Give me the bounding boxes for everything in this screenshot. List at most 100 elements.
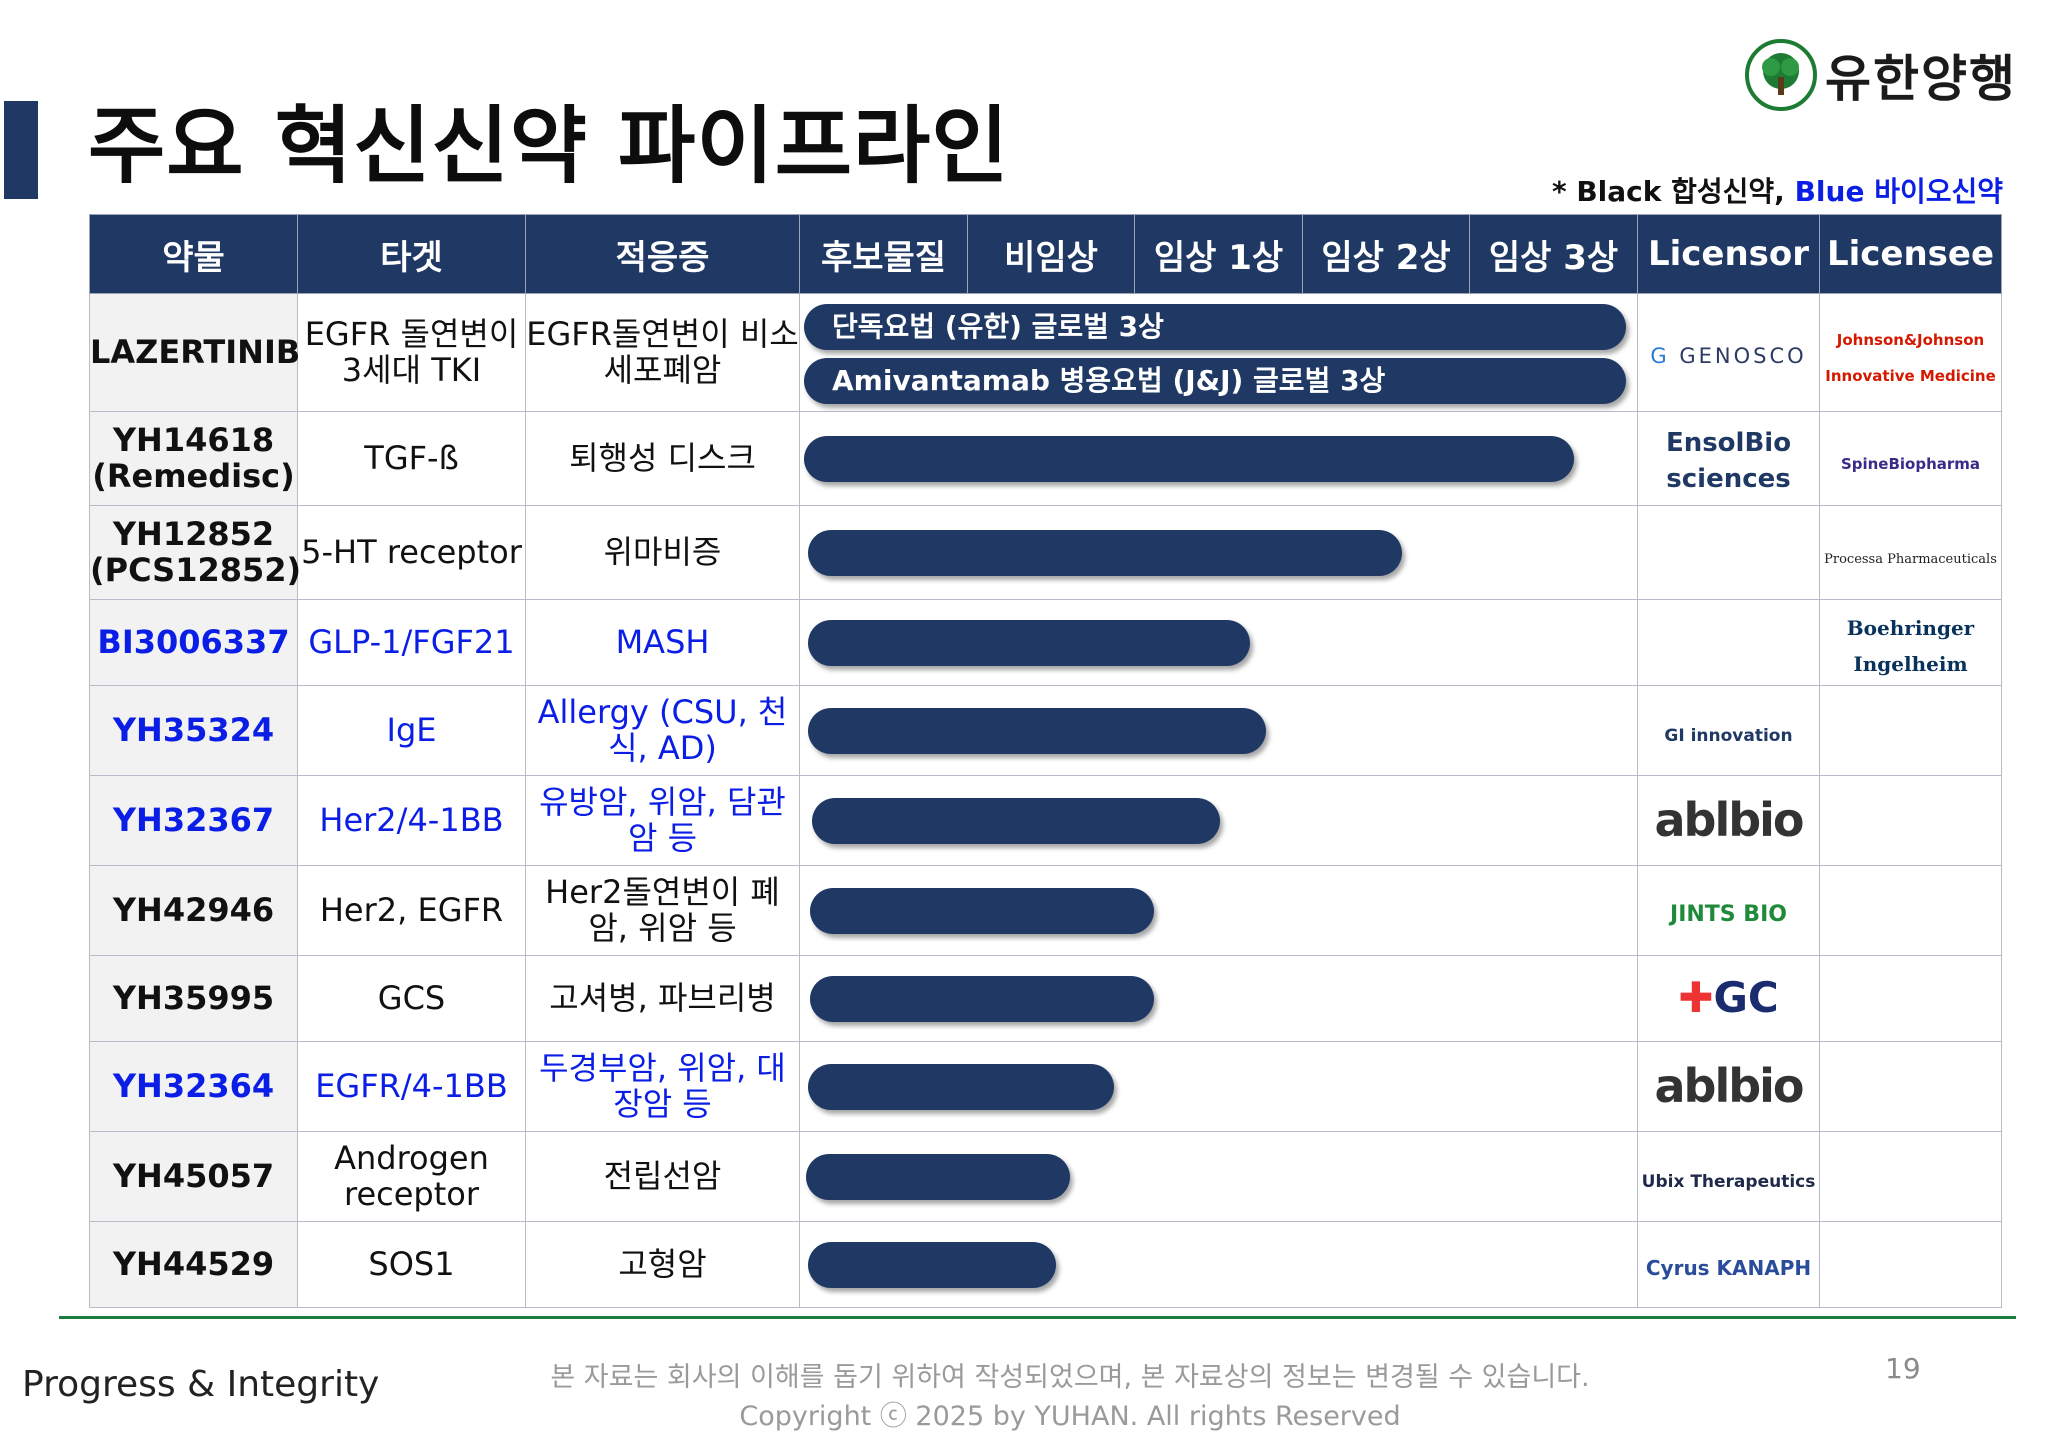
indication: 퇴행성 디스크 (525, 411, 800, 506)
licensee-logo (1819, 865, 2002, 956)
licensee-logo (1819, 955, 2002, 1042)
tree-icon (1745, 39, 1817, 111)
page-title: 주요 혁신신약 파이프라인 (88, 97, 1010, 195)
licensee-logo (1819, 1041, 2002, 1132)
progress-cell (799, 1131, 1638, 1222)
indication: 위마비증 (525, 505, 800, 600)
progress-bar: Amivantamab 병용요법 (J&J) 글로벌 3상 (804, 358, 1626, 404)
table-row: YH32364 EGFR/4-1BB 두경부암, 위암, 대장암 등 ablbi… (89, 1041, 2002, 1132)
progress-cell (799, 599, 1638, 686)
progress-bar (812, 798, 1220, 844)
header-discovery: 후보물질 (799, 214, 968, 294)
drug-name: YH12852 (PCS12852) (89, 505, 301, 600)
footer-divider (59, 1316, 2016, 1319)
boehringer-logo: Boehringer Ingelheim (1846, 616, 1975, 676)
target: GLP-1/FGF21 (297, 599, 526, 686)
header-phase1: 임상 1상 (1134, 214, 1303, 294)
target: EGFR 돌연변이 3세대 TKI (297, 293, 526, 412)
drug-name: YH45057 (89, 1131, 298, 1222)
cyrus-kanaph-logo: Cyrus KANAPH (1645, 1255, 1812, 1280)
drug-name: YH42946 (89, 865, 298, 956)
target: EGFR/4-1BB (297, 1041, 526, 1132)
header-licensee: Licensee (1819, 214, 2002, 294)
table-row: YH35995 GCS 고셔병, 파브리병 ✚GC (89, 955, 2002, 1042)
progress-bar (810, 888, 1154, 934)
header-phase3: 임상 3상 (1469, 214, 1638, 294)
genosco-icon: G (1650, 343, 1670, 368)
header-target: 타겟 (297, 214, 526, 294)
indication: EGFR돌연변이 비소세포폐암 (525, 293, 800, 412)
page-number: 19 (1885, 1352, 1921, 1385)
licensor-logo: G GENOSCO (1637, 293, 1820, 412)
progress-bar (808, 620, 1250, 666)
gi-innovation-logo: GI innovation (1664, 725, 1793, 746)
licensee-logo: SpineBiopharma (1819, 411, 2002, 506)
header-drug: 약물 (89, 214, 298, 294)
jnj-logo: Johnson&Johnson Innovative Medicine (1825, 331, 1996, 385)
legend-black: Black 합성신약, (1576, 175, 1785, 208)
target: Her2, EGFR (297, 865, 526, 956)
spinebiopharma-logo: SpineBiopharma (1840, 454, 1981, 473)
progress-cell (799, 505, 1638, 600)
header-phase2: 임상 2상 (1302, 214, 1470, 294)
progress-bar (808, 708, 1266, 754)
indication: 두경부암, 위암, 대장암 등 (525, 1041, 800, 1132)
licensor-logo: EnsolBio sciences (1637, 411, 1820, 506)
licensee-logo: Processa Pharmaceuticals (1819, 505, 2002, 600)
processa-logo: Processa Pharmaceuticals (1824, 551, 1997, 567)
table-row: BI3006337 GLP-1/FGF21 MASH Boehringer In… (89, 599, 2002, 686)
licensee-logo (1819, 775, 2002, 866)
licensor-logo: Ubix Therapeutics (1637, 1131, 1820, 1222)
gc-logo: ✚GC (1678, 973, 1779, 1023)
table-row: YH42946 Her2, EGFR Her2돌연변이 폐암, 위암 등 JIN… (89, 865, 2002, 956)
header-licensor: Licensor (1637, 214, 1820, 294)
genosco-logo: G GENOSCO (1650, 343, 1807, 368)
company-logo-text: 유한양행 (1825, 50, 2017, 108)
progress-cell (799, 411, 1638, 506)
jints-bio-logo: JINTS BIO (1670, 901, 1787, 927)
footer-motto: Progress & Integrity (22, 1364, 380, 1405)
target: TGF-ß (297, 411, 526, 506)
header-row: 약물 타겟 적응증 후보물질 비임상 임상 1상 임상 2상 임상 3상 Lic… (89, 214, 2002, 294)
disclaimer-line-1: 본 자료는 회사의 이해를 돕기 위하여 작성되었으며, 본 자료상의 정보는 … (550, 1362, 1590, 1393)
target: Androgen receptor (297, 1131, 526, 1222)
title-accent-bar (4, 101, 38, 199)
progress-bar: 단독요법 (유한) 글로벌 3상 (804, 304, 1626, 350)
legend-blue: Blue 바이오신약 (1794, 175, 2003, 208)
indication: 고형암 (525, 1221, 800, 1308)
progress-cell (799, 1041, 1638, 1132)
progress-cell (799, 775, 1638, 866)
ensolbio-logo: EnsolBio sciences (1665, 428, 1792, 494)
progress-bar (808, 1242, 1056, 1288)
progress-bar (804, 436, 1574, 482)
header-preclinical: 비임상 (967, 214, 1135, 294)
progress-cell (799, 955, 1638, 1042)
indication: 유방암, 위암, 담관암 등 (525, 775, 800, 866)
licensee-logo: Johnson&Johnson Innovative Medicine (1819, 293, 2002, 412)
disclaimer-line-2: Copyright ⓒ 2025 by YUHAN. All rights Re… (739, 1401, 1401, 1433)
target: GCS (297, 955, 526, 1042)
table-row: LAZERTINIB EGFR 돌연변이 3세대 TKI EGFR돌연변이 비소… (89, 293, 2002, 412)
licensor-logo (1637, 505, 1820, 600)
drug-name: YH44529 (89, 1221, 298, 1308)
table-row: YH12852 (PCS12852) 5-HT receptor 위마비증 Pr… (89, 505, 2002, 600)
indication: Allergy (CSU, 천식, AD) (525, 685, 800, 776)
progress-bar (806, 1154, 1070, 1200)
indication: 전립선암 (525, 1131, 800, 1222)
progress-bar (810, 976, 1154, 1022)
drug-name: YH14618 (Remedisc) (89, 411, 298, 506)
indication: MASH (525, 599, 800, 686)
target: IgE (297, 685, 526, 776)
drug-name: LAZERTINIB (89, 293, 300, 412)
licensee-logo (1819, 685, 2002, 776)
indication: Her2돌연변이 폐암, 위암 등 (525, 865, 800, 956)
licensee-logo: Boehringer Ingelheim (1819, 599, 2002, 686)
progress-cell: 단독요법 (유한) 글로벌 3상 Amivantamab 병용요법 (J&J) … (799, 293, 1638, 412)
target: SOS1 (297, 1221, 526, 1308)
drug-name: BI3006337 (89, 599, 298, 686)
licensor-logo: Cyrus KANAPH (1637, 1221, 1820, 1308)
progress-cell (799, 685, 1638, 776)
footer-disclaimer: 본 자료는 회사의 이해를 돕기 위하여 작성되었으며, 본 자료상의 정보는 … (530, 1358, 1610, 1436)
drug-name: YH32364 (89, 1041, 298, 1132)
table-row: YH32367 Her2/4-1BB 유방암, 위암, 담관암 등 ablbio (89, 775, 2002, 866)
